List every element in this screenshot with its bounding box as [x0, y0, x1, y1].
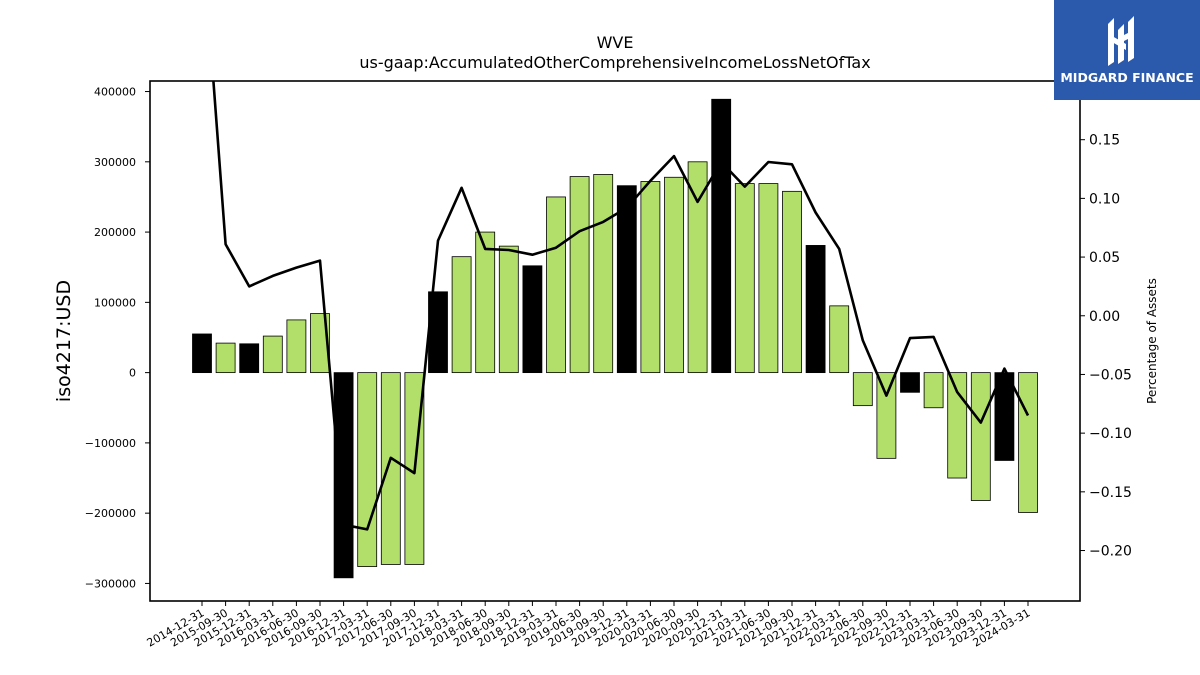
bar-2018-06-30 — [475, 231, 496, 374]
bar-2018-03-31 — [451, 256, 472, 374]
y-tick-label: −200000 — [85, 507, 136, 520]
bar-2023-03-31 — [923, 372, 944, 409]
y2-axis-label: Percentage of Assets — [1145, 278, 1159, 404]
y2-tick-label: −0.10 — [1089, 426, 1132, 442]
bar-2016-06-30 — [286, 319, 307, 374]
bar-2022-03-31 — [829, 305, 850, 374]
bar-2023-06-30 — [947, 372, 968, 479]
bar-2021-06-30 — [758, 183, 779, 374]
y-tick-label: −100000 — [85, 437, 136, 450]
y2-tick-label: 0.15 — [1089, 133, 1120, 149]
logo-background — [1054, 0, 1200, 100]
bar-2014-12-31 — [192, 333, 212, 374]
bar-2023-09-30 — [970, 372, 991, 501]
bar-2020-09-30 — [687, 161, 708, 374]
bar-2023-12-31 — [994, 372, 1015, 461]
bar-2020-03-31 — [640, 181, 661, 374]
y2-tick-label: 0.00 — [1089, 309, 1120, 325]
y-tick-label: 200000 — [94, 226, 136, 239]
bar-2019-09-30 — [593, 174, 614, 374]
y-axis-label: iso4217:USD — [53, 280, 75, 402]
y2-tick-label: 0.10 — [1089, 191, 1120, 207]
bar-series — [192, 98, 1038, 579]
y-tick-label: 100000 — [94, 296, 136, 309]
line-series — [212, 81, 1030, 531]
y-axis-right: 0.15 0.10 0.05 0.00 −0.05 −0.10 −0.15 −0.20 — [1080, 133, 1132, 560]
y2-tick-label: −0.15 — [1089, 485, 1132, 501]
midgard-m-logo-icon — [1108, 16, 1134, 66]
bar-2016-12-31 — [333, 372, 354, 579]
y2-tick-label: −0.20 — [1089, 544, 1132, 560]
y2-tick-label: 0.05 — [1089, 250, 1120, 266]
bar-2015-12-31 — [239, 343, 260, 374]
bar-2022-12-31 — [900, 372, 920, 393]
bar-2019-12-31 — [616, 185, 637, 374]
plot-frame — [149, 80, 1081, 602]
y-tick-label: 0 — [129, 367, 136, 380]
bar-2017-03-31 — [357, 372, 378, 567]
bar-2021-03-31 — [734, 183, 755, 374]
bar-2021-09-30 — [782, 190, 802, 374]
bar-2018-09-30 — [498, 245, 519, 374]
chart-subtitle: us-gaap:AccumulatedOtherComprehensiveInc… — [359, 53, 870, 72]
x-axis: 2014-12-312015-09-302015-12-312016-03-31… — [145, 601, 1033, 650]
bar-2015-09-30 — [215, 342, 236, 374]
bar-2016-03-31 — [262, 335, 283, 374]
bar-2019-03-31 — [546, 196, 566, 374]
percentage-of-assets-line — [212, 81, 1030, 531]
bar-2020-12-31 — [711, 98, 732, 374]
bar-2018-12-31 — [522, 265, 543, 374]
bar-2020-06-30 — [664, 176, 684, 374]
bar-2022-06-30 — [852, 372, 873, 407]
y2-tick-label: −0.05 — [1089, 367, 1132, 383]
y-tick-label: 400000 — [94, 86, 136, 99]
y-tick-label: 300000 — [94, 156, 136, 169]
brand-logo: MIDGARD FINANCE — [1054, 0, 1200, 100]
bar-2022-09-30 — [876, 372, 897, 459]
logo-text: MIDGARD FINANCE — [1060, 70, 1193, 85]
y-tick-label: −300000 — [85, 577, 136, 590]
bar-2021-12-31 — [805, 245, 826, 374]
bar-2019-06-30 — [569, 176, 590, 374]
chart-title: WVE — [597, 33, 634, 52]
bar-2017-06-30 — [380, 372, 401, 565]
bar-2024-03-31 — [1018, 372, 1038, 513]
y-axis-left: 400000 300000 200000 100000 0 −100000 −200000 −… — [85, 86, 150, 590]
